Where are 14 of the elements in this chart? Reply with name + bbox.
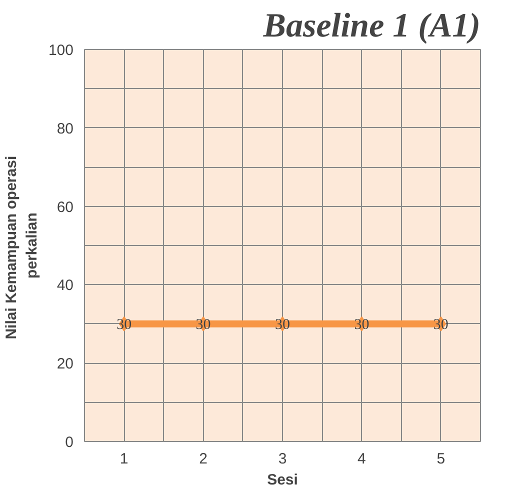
x-tick-label: 1 <box>120 450 128 468</box>
x-tick-label: 4 <box>358 450 366 468</box>
x-tick-label: 3 <box>278 450 287 468</box>
x-tick-label: 5 <box>436 450 446 468</box>
y-tick-label: 100 <box>48 42 74 59</box>
y-tick-label: 60 <box>56 198 74 216</box>
y-tick-label: 0 <box>65 434 74 451</box>
chart-title: Baseline 1 (A1) <box>262 8 481 44</box>
y-tick-label: 40 <box>56 277 74 294</box>
y-axis-title: Nilai Kemampuan operasi perkalian <box>3 156 40 340</box>
x-axis-title: Sesi <box>267 472 298 488</box>
y-tick-label: 80 <box>56 120 74 138</box>
x-tick-label: 2 <box>199 450 208 468</box>
y-tick-label: 20 <box>56 356 74 373</box>
